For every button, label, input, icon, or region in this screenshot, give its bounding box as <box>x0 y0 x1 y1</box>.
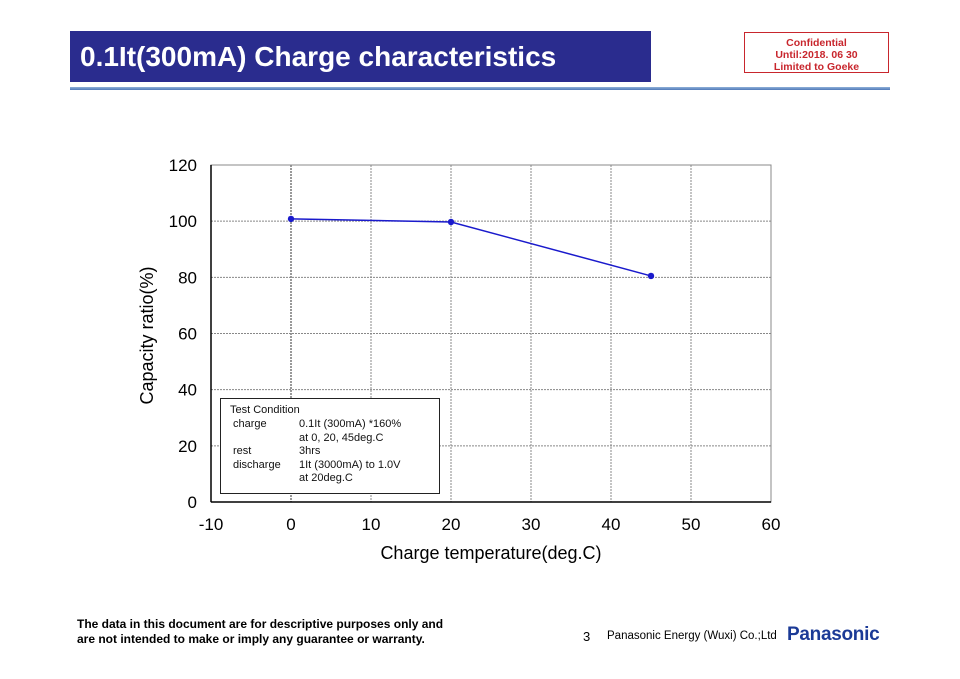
header-divider <box>70 87 890 90</box>
legend-value: at 20deg.C <box>299 472 353 484</box>
x-tick-label: 50 <box>682 515 701 534</box>
legend-heading: Test Condition <box>230 404 300 416</box>
legend-key: charge <box>233 418 267 430</box>
series-line <box>290 218 652 277</box>
page-title: 0.1It(300mA) Charge characteristics <box>80 41 557 72</box>
disclaimer-line: are not intended to make or imply any gu… <box>77 632 425 646</box>
stamp-line: Confidential <box>786 37 847 49</box>
legend-value: 1It (3000mA) to 1.0V <box>299 459 401 471</box>
y-tick-label: 100 <box>169 212 197 231</box>
y-tick-label: 60 <box>178 325 197 344</box>
x-tick-label: 0 <box>286 515 295 534</box>
test-condition-box: Test Condition charge 0.1It (300mA) *160… <box>220 398 440 494</box>
legend-key: rest <box>233 445 252 457</box>
x-tick-label: 10 <box>362 515 381 534</box>
y-tick-label: 0 <box>188 493 197 512</box>
x-tick-label: 20 <box>442 515 461 534</box>
title-bar: 0.1It(300mA) Charge characteristics <box>70 31 651 82</box>
x-tick-label: 60 <box>762 515 781 534</box>
data-point <box>287 215 295 223</box>
x-tick-label: 30 <box>522 515 541 534</box>
y-tick-label: 20 <box>178 437 197 456</box>
stamp-line: Until:2018. 06 30 <box>775 49 858 61</box>
company-name: Panasonic Energy (Wuxi) Co.;Ltd <box>607 630 777 642</box>
data-point <box>447 218 455 226</box>
stamp-line: Limited to Goeke <box>773 61 860 73</box>
data-point <box>647 272 655 280</box>
y-tick-label: 80 <box>178 268 197 287</box>
disclaimer-line: The data in this document are for descri… <box>77 617 444 631</box>
x-tick-label: -10 <box>199 515 224 534</box>
y-tick-label: 40 <box>178 381 197 400</box>
legend-value: 3hrs <box>299 445 321 457</box>
y-axis-label: Capacity ratio(%) <box>137 266 157 404</box>
panasonic-logo: Panasonic <box>787 624 880 645</box>
legend-key: discharge <box>233 459 281 471</box>
disclaimer: The data in this document are for descri… <box>77 617 443 647</box>
confidential-stamp: Confidential Until:2018. 06 30 Limited t… <box>744 32 889 73</box>
legend-value: 0.1It (300mA) *160% <box>299 418 402 430</box>
x-axis-label: Charge temperature(deg.C) <box>380 543 601 563</box>
page-number: 3 <box>583 629 591 644</box>
y-tick-label: 120 <box>169 156 197 175</box>
x-tick-label: 40 <box>602 515 621 534</box>
legend-value: at 0, 20, 45deg.C <box>299 432 384 444</box>
